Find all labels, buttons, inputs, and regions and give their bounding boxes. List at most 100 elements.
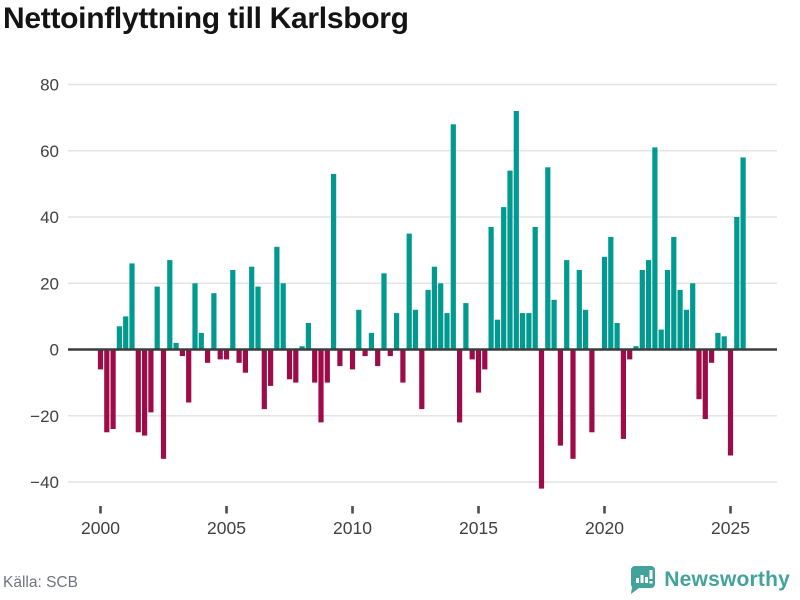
- bar: [419, 349, 425, 410]
- source-label: Källa: SCB: [3, 574, 78, 591]
- bar: [255, 286, 261, 350]
- bar: [362, 349, 368, 357]
- bar: [167, 260, 173, 350]
- bar: [286, 349, 293, 380]
- newsworthy-wordmark: Newsworthy: [664, 568, 790, 591]
- bar: [564, 260, 570, 350]
- y-tick-label: −20: [30, 407, 59, 426]
- bar: [740, 157, 746, 350]
- bar: [482, 349, 488, 370]
- bar: [494, 319, 500, 350]
- bar: [249, 266, 255, 350]
- bar: [331, 173, 337, 350]
- bar: [230, 270, 236, 350]
- bar: [438, 283, 444, 350]
- bar: [513, 111, 519, 350]
- y-tick-label: 60: [40, 142, 59, 161]
- x-tick-label: 2000: [81, 518, 120, 538]
- newsworthy-logo: Newsworthy: [630, 566, 790, 594]
- bar: [135, 349, 141, 433]
- x-tick-label: 2010: [333, 518, 372, 538]
- logo-exclamation-stem: [649, 570, 653, 579]
- y-tick-label: 80: [40, 76, 59, 95]
- bar: [211, 293, 217, 350]
- bar: [614, 323, 620, 350]
- bar: [709, 349, 715, 363]
- bar: [532, 226, 538, 350]
- bar: [526, 313, 532, 350]
- logo-bar-1: [636, 578, 640, 583]
- bar: [318, 349, 324, 423]
- bar: [205, 349, 211, 363]
- bar: [683, 309, 689, 350]
- bar: [551, 299, 557, 350]
- bar: [639, 270, 645, 350]
- bar: [148, 349, 154, 413]
- bar: [186, 349, 192, 403]
- bar: [381, 273, 387, 350]
- bar: [236, 349, 242, 363]
- bar: [142, 349, 148, 436]
- logo-exclamation-dot: [649, 581, 653, 584]
- bar: [154, 286, 160, 350]
- bar: [677, 289, 683, 350]
- bar: [104, 349, 110, 433]
- bar: [633, 346, 639, 350]
- x-tick-label: 2025: [711, 518, 750, 538]
- bar: [589, 349, 595, 433]
- bar: [583, 309, 589, 350]
- bar: [394, 313, 400, 350]
- footer: Källa: SCB Newsworthy: [0, 558, 800, 600]
- bar: [305, 323, 311, 350]
- logo-bar-2: [640, 575, 644, 583]
- bar: [463, 303, 469, 350]
- bar: [557, 349, 563, 446]
- bar: [715, 332, 721, 350]
- bar: [312, 349, 318, 383]
- bar: [658, 329, 664, 350]
- page-title: Nettoinflyttning till Karlsborg: [3, 2, 409, 35]
- y-tick-label: 40: [40, 208, 59, 227]
- bar: [671, 236, 677, 350]
- bar: [488, 226, 494, 350]
- bar: [368, 332, 374, 350]
- bar: [696, 349, 702, 400]
- bar: [387, 349, 393, 357]
- bar: [160, 349, 167, 459]
- bar: [520, 313, 526, 350]
- bar: [664, 270, 671, 350]
- bar: [627, 349, 633, 360]
- bar: [608, 236, 614, 350]
- x-tick-label: 2015: [459, 518, 498, 538]
- y-tick-label: 20: [40, 274, 59, 293]
- bar: [280, 283, 286, 350]
- bar: [702, 349, 708, 420]
- bar: [110, 349, 116, 429]
- bar: [223, 349, 230, 360]
- y-tick-label: −40: [30, 473, 59, 492]
- bar: [450, 124, 456, 350]
- bar: [457, 349, 463, 423]
- bar: [570, 349, 576, 459]
- bar: [412, 309, 419, 350]
- bar: [646, 260, 652, 350]
- bar: [324, 349, 330, 383]
- bar: [690, 283, 696, 350]
- bar: [469, 349, 475, 360]
- bar: [299, 346, 305, 350]
- bar: [268, 349, 274, 386]
- bar: [721, 336, 727, 350]
- migration-bar-chart: 80 60 40 20 0 −20 −40 2000 2005 2010 2015 2020 2025: [30, 76, 777, 538]
- y-tick-label: 0: [50, 341, 59, 360]
- bar: [198, 332, 204, 350]
- bar: [601, 256, 608, 350]
- bar: [734, 217, 740, 350]
- bar: [97, 349, 104, 370]
- bar: [217, 349, 223, 360]
- bar: [444, 313, 450, 350]
- bar: [431, 266, 437, 350]
- bar: [375, 349, 381, 367]
- bar: [727, 349, 734, 456]
- newsworthy-icon: [631, 566, 656, 594]
- logo-bar-3: [645, 577, 649, 583]
